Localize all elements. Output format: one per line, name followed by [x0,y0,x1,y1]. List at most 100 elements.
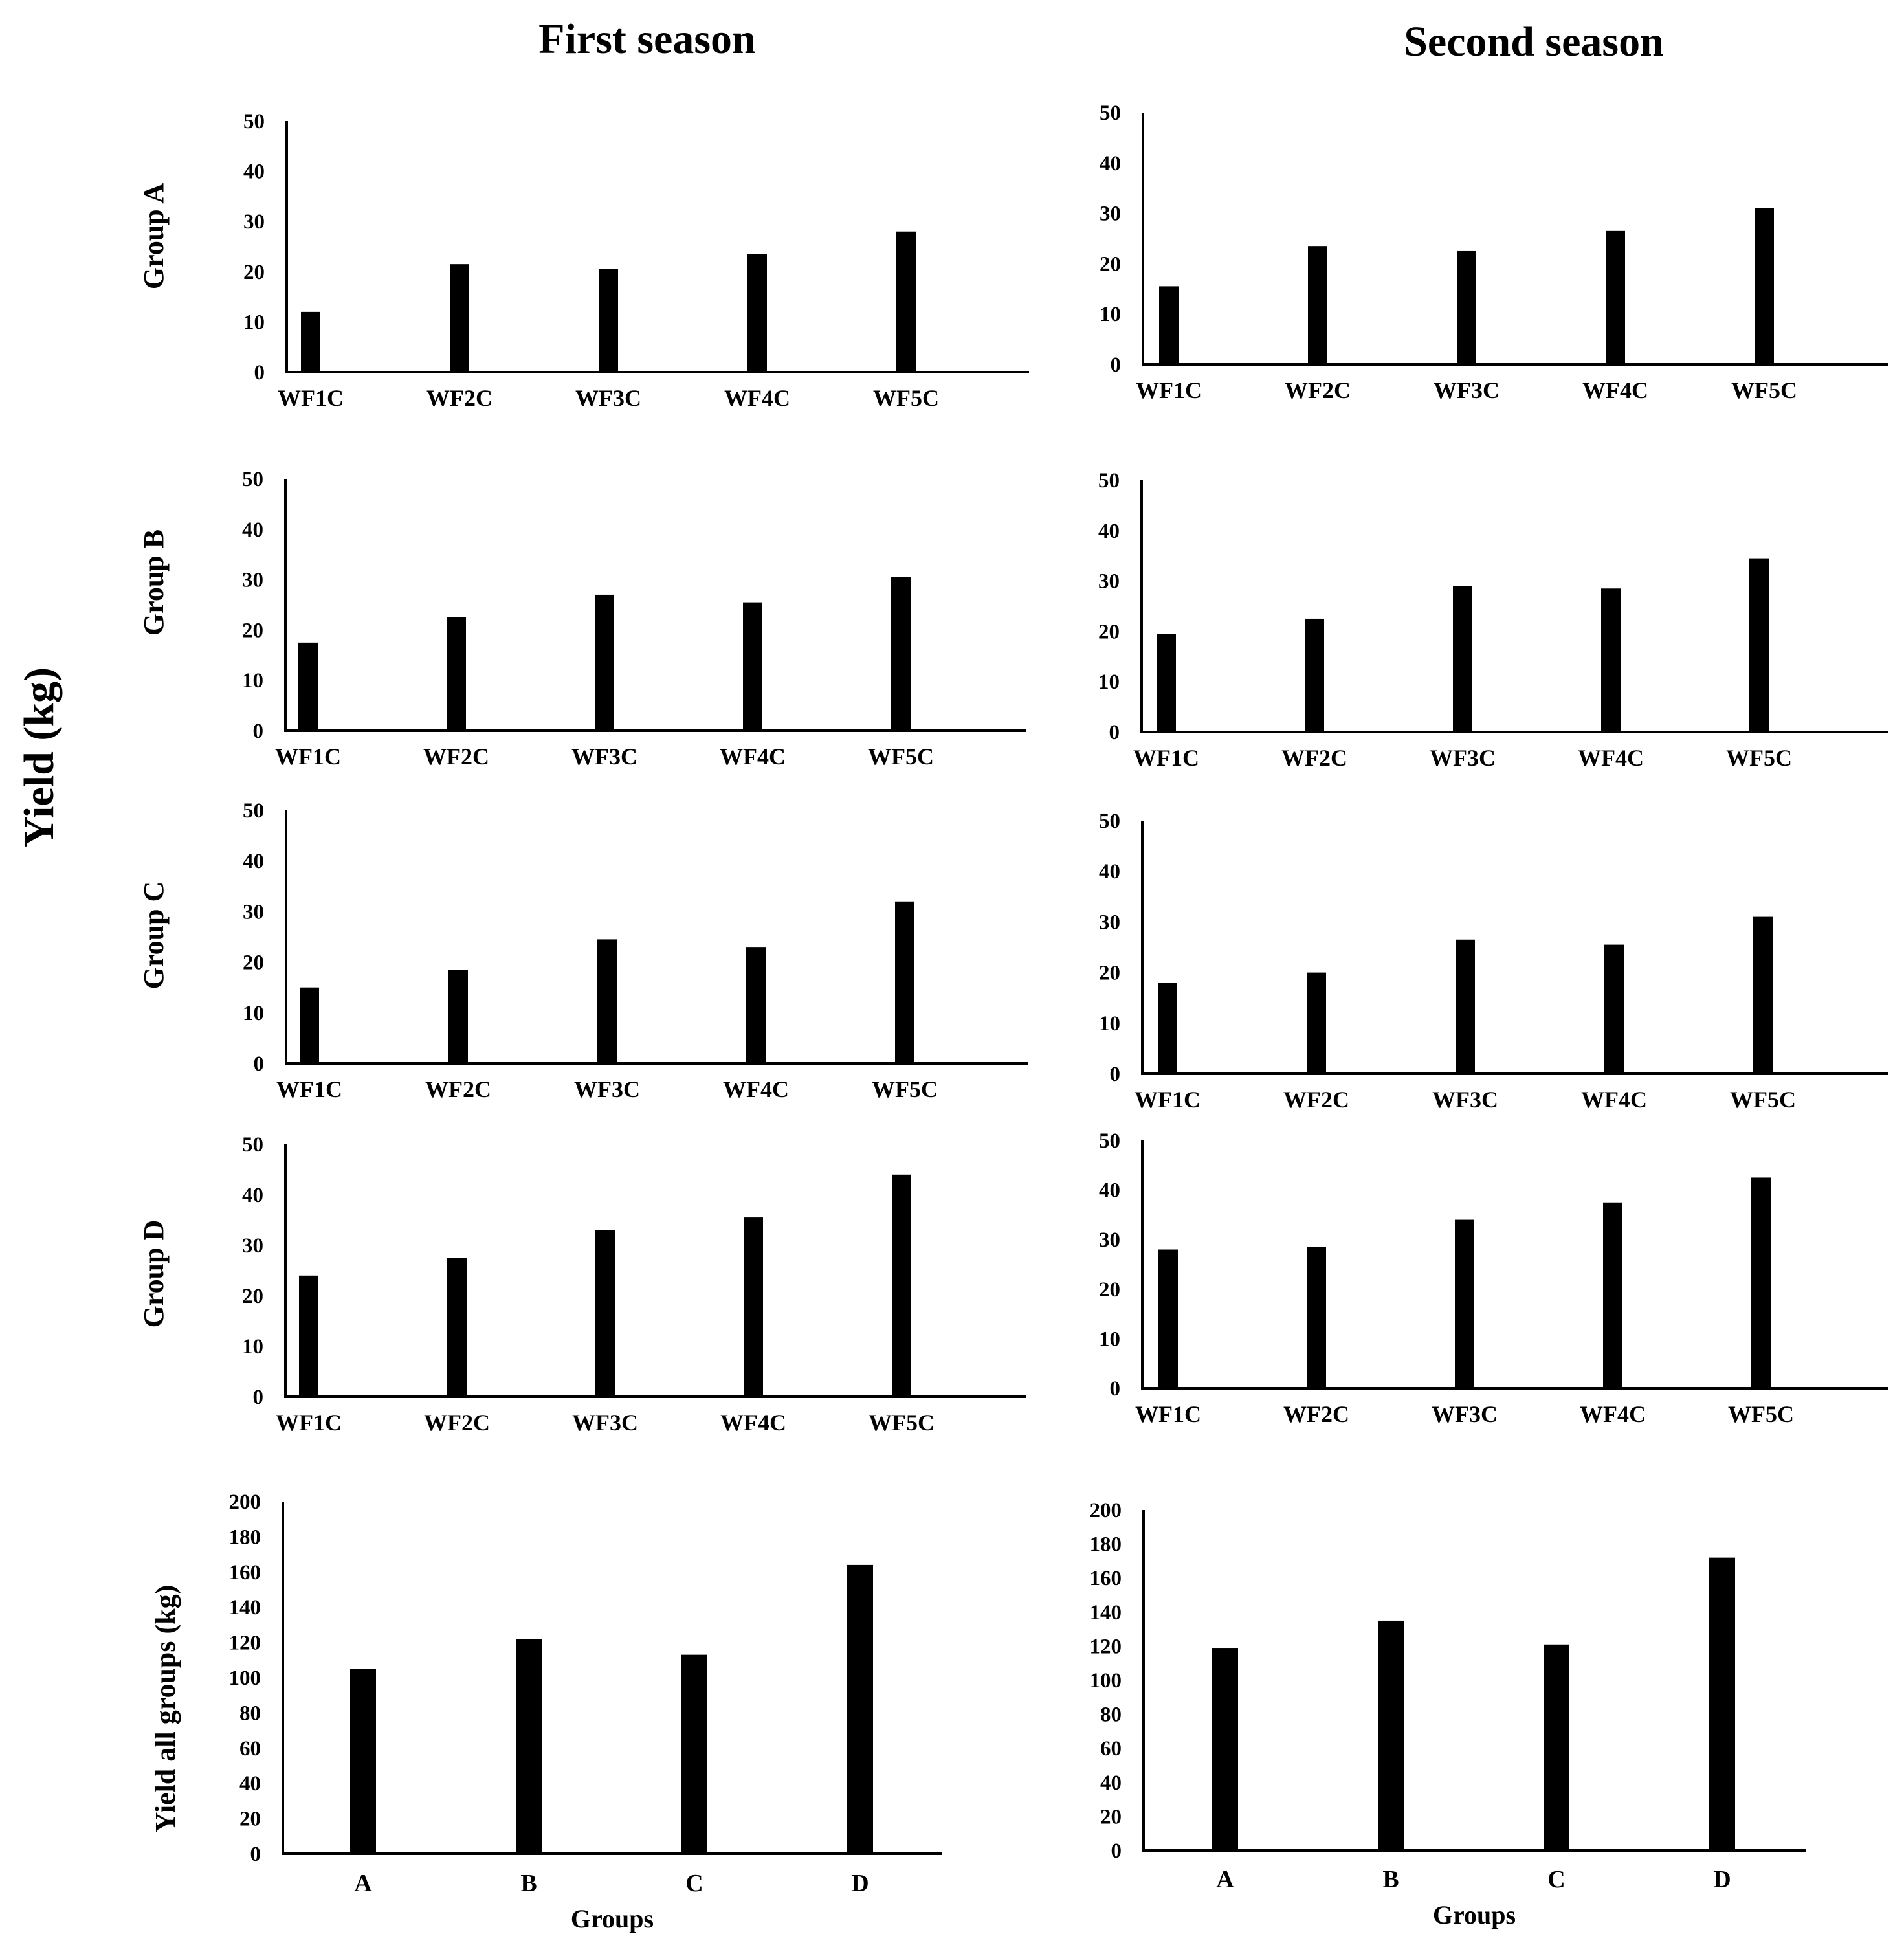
y-tick-label: 0 [1110,1063,1121,1086]
y-tick-label: 60 [1100,1737,1122,1760]
y-tick-label: 50 [1100,102,1121,125]
bar-wf2c [1307,972,1326,1074]
chart-s1-c: 0 10 20 30 40 50 WF1C WF2C WF3C WF4C WF5C [243,799,1028,1102]
x-tick-label: WF1C [1135,1087,1201,1113]
y-tick-label: 40 [1098,520,1120,543]
chart-s1-a: 0 10 20 30 40 50 WF1C WF2C WF3C WF4C WF5C [243,110,1029,411]
bar-wf5c [1755,208,1774,364]
y-tick-label: 80 [1100,1704,1122,1727]
bar-wf3c [595,1230,615,1397]
x-tick-label: WF4C [1581,1087,1647,1113]
y-tick-label: 30 [1099,911,1120,934]
y-tick-label: 30 [243,210,265,234]
chart-s2-c: 0 10 20 30 40 50 WF1C WF2C WF3C WF4C WF5C [1099,810,1888,1113]
bar-wf4c [1601,588,1621,732]
x-tick-label: WF4C [724,385,790,411]
bar-wf5c [895,901,914,1063]
bar-wf3c [599,269,618,372]
y-tick-label: 10 [1100,303,1121,326]
y-tick-label: 20 [1098,620,1120,643]
bar-wf5c [1749,558,1769,732]
x-tick-label: C [1547,1866,1565,1893]
bar-wf1c [1157,634,1176,732]
y-tick-label: 0 [254,361,265,384]
bar-wf1c [299,1275,318,1397]
x-tick-label: WF2C [1281,745,1347,771]
y-tick-label: 10 [1099,1012,1120,1036]
x-axis-title: Groups [571,1904,654,1933]
bar-wf4c [746,947,766,1063]
y-tick-label: 10 [243,311,265,334]
bar-wf3c [595,594,614,731]
x-tick-label: D [851,1870,869,1897]
bar-wf1c [1159,286,1179,364]
x-tick-label: WF4C [1582,377,1648,403]
y-tick-label: 40 [242,518,263,542]
y-tick-label: 30 [1099,1228,1120,1252]
x-tick-label: WF5C [872,1076,938,1102]
y-tick-label: 120 [229,1632,261,1655]
bar-d [847,1564,873,1854]
x-tick-label: C [685,1870,703,1897]
y-tick-label: 20 [242,619,263,642]
x-tick-label: WF1C [1136,377,1202,403]
y-tick-label: 50 [1099,1129,1120,1153]
x-tick-label: WF2C [1285,377,1351,403]
y-tick-label: 50 [1099,810,1120,833]
chart-s1-all: 0 20 40 60 80 100 120 140 160 180 200 A B C D Groups [229,1491,942,1933]
y-tick-label: 0 [253,720,264,743]
x-tick-label: WF3C [572,1410,638,1436]
y-tick-label: 0 [1111,353,1122,377]
y-tick-label: 0 [253,1386,264,1409]
y-tick-label: 0 [1110,1377,1121,1401]
chart-s2-d: 0 10 20 30 40 50 WF1C WF2C WF3C WF4C WF5C [1099,1129,1888,1427]
y-tick-label: 0 [254,1052,265,1076]
bar-d [1709,1557,1735,1850]
bar-b [516,1639,542,1854]
x-tick-label: WF3C [571,744,637,770]
y-tick-label: 0 [250,1843,261,1866]
y-tick-label: 100 [1090,1669,1122,1693]
bar-wf1c [1158,983,1177,1074]
chart-s1-b: 0 10 20 30 40 50 WF1C WF2C WF3C WF4C WF5C [242,468,1026,770]
bar-wf5c [896,231,916,372]
x-tick-label: WF3C [575,385,641,411]
y-tick-label: 10 [242,669,263,693]
x-tick-label: WF4C [720,1410,786,1436]
bar-wf2c [450,264,469,372]
y-tick-label: 40 [1099,860,1120,883]
x-tick-label: WF1C [1133,745,1199,771]
x-tick-label: WF3C [1432,1401,1498,1427]
bar-wf2c [447,1258,467,1397]
bar-wf4c [1604,944,1624,1074]
x-tick-label: WF3C [1430,745,1496,771]
y-tick-label: 40 [1100,1771,1122,1795]
y-tick-label: 180 [229,1526,261,1549]
bar-wf3c [1453,586,1472,732]
x-tick-label: WF3C [1432,1087,1498,1113]
bar-wf5c [1753,916,1773,1074]
bar-wf2c [448,970,468,1063]
y-tick-label: 80 [239,1702,261,1725]
y-tick-label: 50 [243,110,265,133]
y-tick-label: 20 [243,261,265,284]
bar-wf3c [597,939,617,1063]
x-tick-label: WF4C [1580,1401,1646,1427]
row-label-group-c: Group C [138,882,170,990]
row-label-group-a: Group A [138,183,170,289]
y-tick-label: 30 [1100,203,1121,226]
bar-wf2c [1307,1247,1326,1388]
y-tick-label: 50 [242,468,263,491]
bar-wf1c [1158,1249,1178,1388]
column-title-second-season: Second season [1404,18,1664,65]
y-tick-label: 40 [239,1772,261,1795]
bar-wf5c [1751,1177,1771,1388]
x-tick-label: WF3C [574,1076,640,1102]
x-tick-label: WF1C [275,744,341,770]
y-tick-label: 10 [242,1335,263,1359]
x-tick-label: WF5C [868,744,934,770]
x-tick-label: WF5C [1726,745,1792,771]
bar-c [681,1654,707,1854]
y-tick-label: 60 [239,1737,261,1760]
